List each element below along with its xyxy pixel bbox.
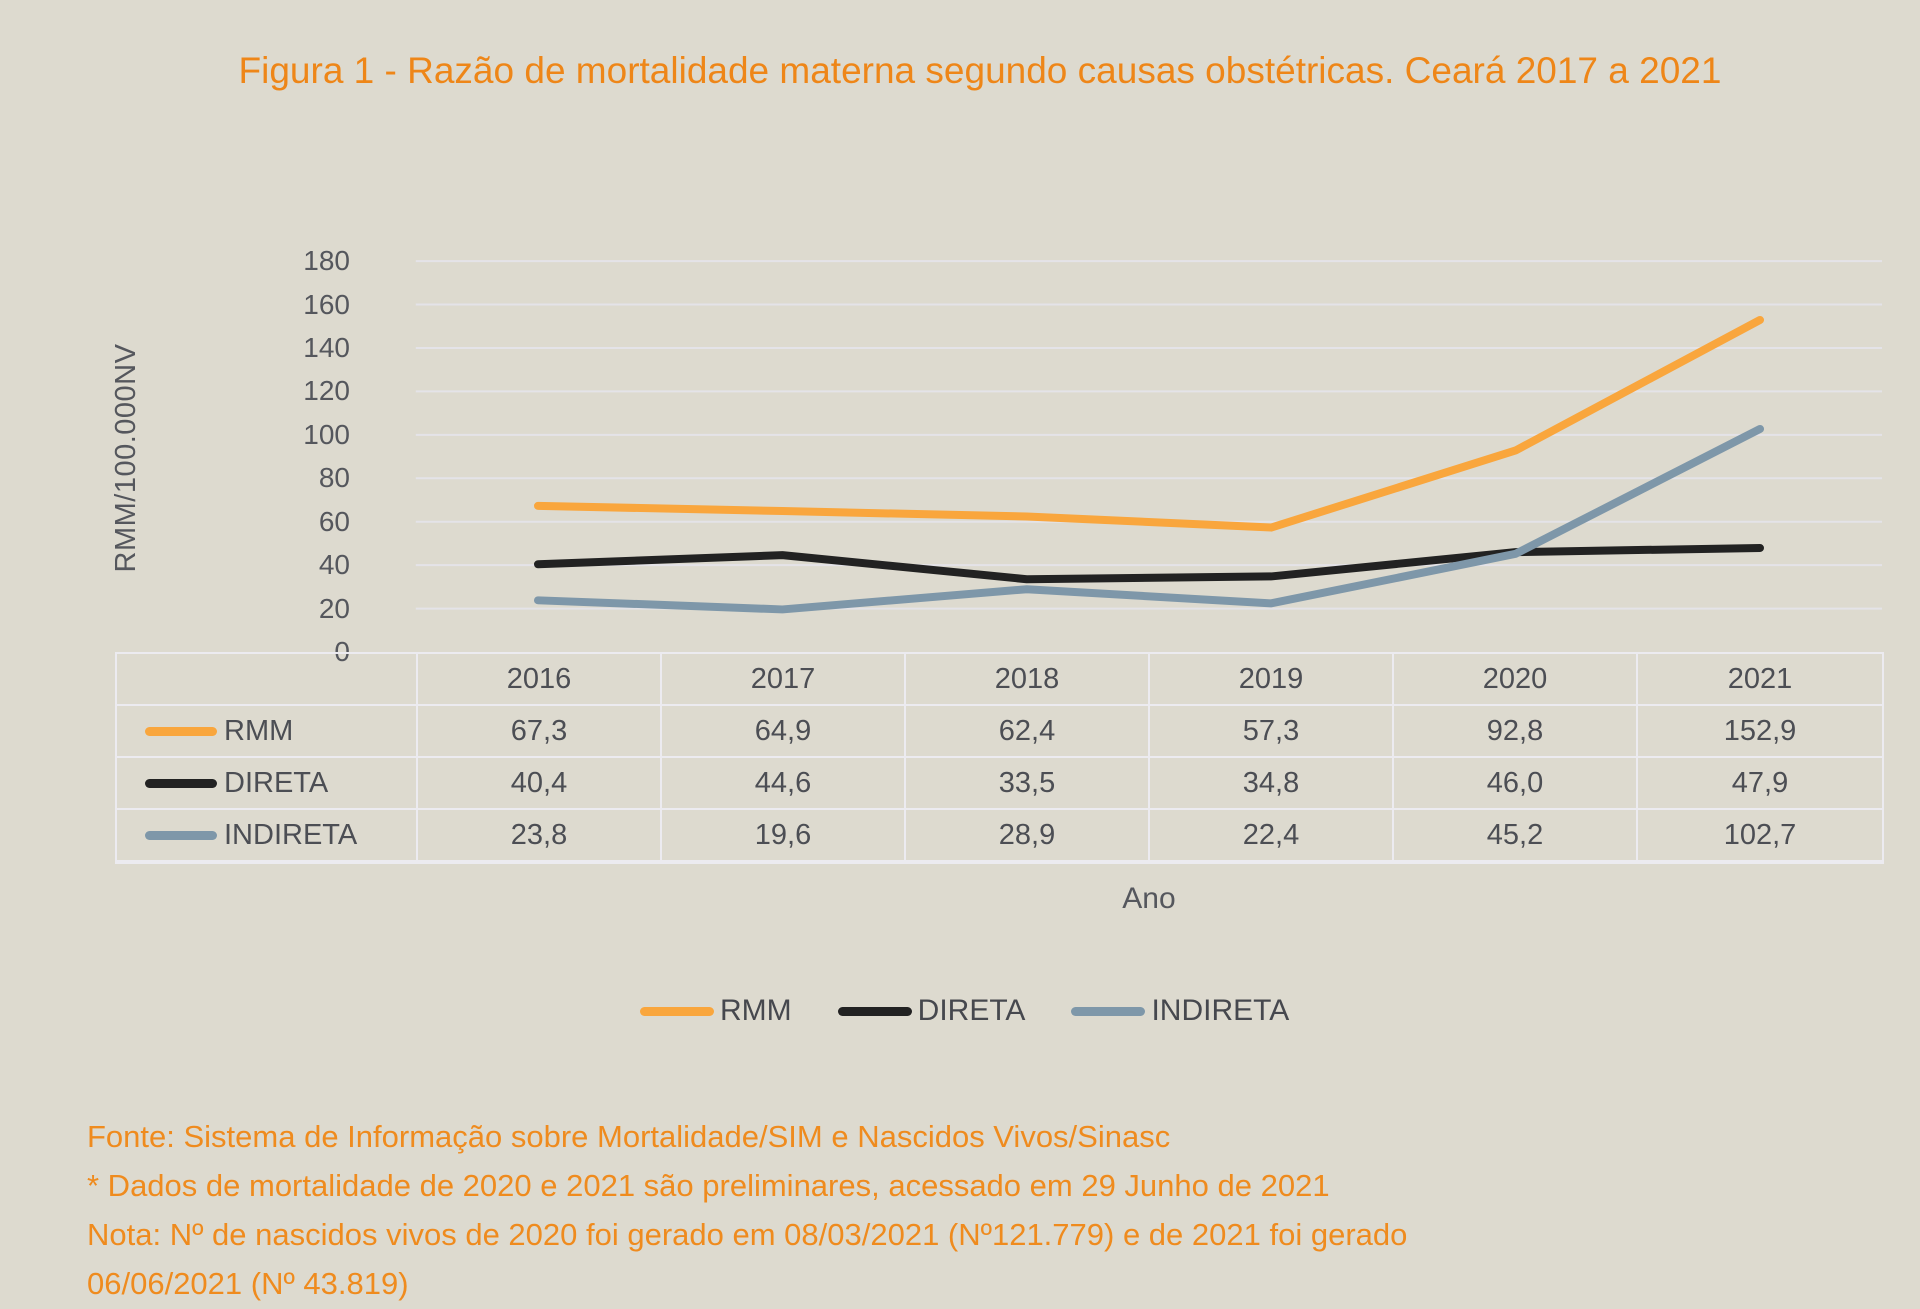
table-value-cell: 45,2 (1394, 810, 1638, 862)
table-row-label: RMM (117, 706, 418, 758)
x-axis-year-label: 2017 (662, 654, 906, 706)
y-axis-tick-label: 40 (318, 549, 350, 581)
table-value-cell: 23,8 (418, 810, 662, 862)
table-row-label-text: RMM (224, 714, 294, 747)
preliminary-note-line: * Dados de mortalidade de 2020 e 2021 sã… (87, 1168, 1330, 1203)
y-axis-tick-label: 140 (303, 331, 350, 363)
y-axis-tick-label: 180 (303, 245, 350, 277)
y-axis-tick-label: 60 (318, 505, 350, 537)
table-row-label-text: DIRETA (224, 766, 329, 799)
table-value-cell: 34,8 (1150, 758, 1394, 810)
source-notes: Fonte: Sistema de Informação sobre Morta… (87, 1112, 1787, 1308)
legend-label: RMM (720, 994, 792, 1027)
legend-item-indireta: INDIRETA (1071, 994, 1289, 1028)
chart-legend: RMM DIRETA INDIRETA (640, 994, 1289, 1028)
births-note-line-2: 06/06/2021 (Nº 43.819) (87, 1266, 409, 1301)
y-axis-tick-label: 0 (334, 636, 350, 667)
table-corner-cell (117, 654, 418, 706)
x-axis-year-label: 2019 (1150, 654, 1394, 706)
y-axis-title: RMM/100.000NV (110, 343, 142, 573)
legend-item-rmm: RMM (640, 994, 792, 1028)
source-line: Fonte: Sistema de Informação sobre Morta… (87, 1119, 1171, 1154)
y-axis-tick-label: 20 (318, 592, 350, 624)
x-axis-year-label: 2016 (418, 654, 662, 706)
x-axis-year-label: 2018 (906, 654, 1150, 706)
births-note-line-1: Nota: Nº de nascidos vivos de 2020 foi g… (87, 1217, 1408, 1252)
table-value-cell: 67,3 (418, 706, 662, 758)
table-value-cell: 64,9 (662, 706, 906, 758)
table-value-cell: 47,9 (1638, 758, 1882, 810)
chart-data-table: 2016 2017 2018 2019 2020 2021 RMM 67,3 64,9 62,4 5… (115, 652, 1884, 864)
series-line-rmm (534, 315, 1764, 532)
y-axis-tick-label: 120 (303, 375, 350, 407)
table-value-cell: 19,6 (662, 810, 906, 862)
y-axis-tick-label: 100 (303, 418, 350, 450)
table-value-cell: 152,9 (1638, 706, 1882, 758)
x-axis-year-label: 2021 (1638, 654, 1882, 706)
series-line-indireta (534, 424, 1764, 614)
table-value-cell: 40,4 (418, 758, 662, 810)
legend-key-indireta-icon (145, 830, 217, 840)
table-value-cell: 92,8 (1394, 706, 1638, 758)
x-axis-year-label: 2020 (1394, 654, 1638, 706)
x-axis-title: Ano (1122, 882, 1176, 915)
legend-line-icon (640, 1006, 714, 1016)
legend-line-icon (837, 1006, 912, 1016)
table-row-label: INDIRETA (117, 810, 418, 862)
table-value-cell: 28,9 (906, 810, 1150, 862)
table-value-cell: 102,7 (1638, 810, 1882, 862)
table-row-label-text: INDIRETA (224, 818, 358, 851)
chart-title: Figura 1 - Razão de mortalidade materna … (238, 50, 1722, 91)
table-row-label: DIRETA (117, 758, 418, 810)
legend-label: INDIRETA (1151, 994, 1290, 1027)
table-value-cell: 46,0 (1394, 758, 1638, 810)
legend-line-icon (1071, 1006, 1146, 1016)
series-line-direta (534, 543, 1764, 584)
legend-key-rmm-icon (145, 726, 217, 736)
table-value-cell: 62,4 (906, 706, 1150, 758)
y-axis-tick-label: 160 (303, 288, 350, 320)
legend-key-direta-icon (145, 778, 217, 788)
table-value-cell: 57,3 (1150, 706, 1394, 758)
table-value-cell: 33,5 (906, 758, 1150, 810)
legend-item-direta: DIRETA (837, 994, 1026, 1028)
legend-label: DIRETA (917, 994, 1026, 1027)
y-axis-tick-label: 80 (318, 462, 350, 494)
table-value-cell: 22,4 (1150, 810, 1394, 862)
table-value-cell: 44,6 (662, 758, 906, 810)
